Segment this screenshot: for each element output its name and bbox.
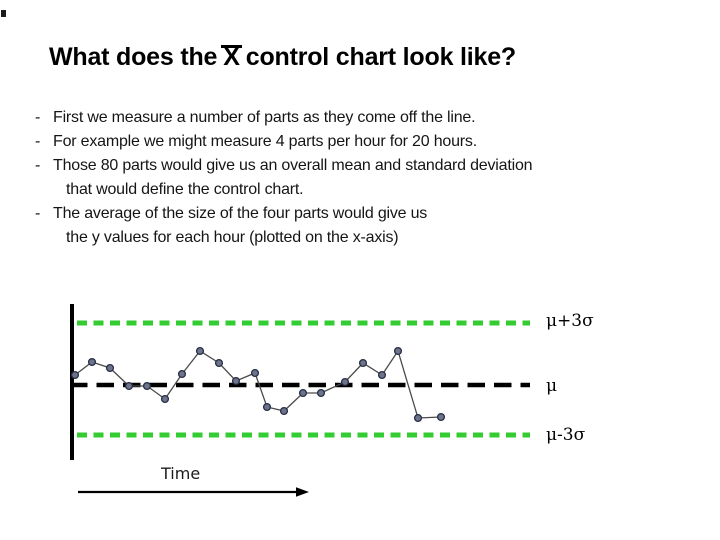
upper-control-limit-label: μ+3σ [546,311,594,331]
data-point-marker [393,346,403,356]
data-point-marker [105,363,115,373]
bullet-text: For example we might measure 4 parts per… [53,133,477,150]
data-point-marker [214,358,224,368]
bullet-line: - For example we might measure 4 parts pe… [35,130,680,154]
data-point-marker [142,381,152,391]
mean-label: μ [546,376,558,396]
bullet-dash-marker: - [35,157,41,174]
data-point-marker [87,357,97,367]
data-point-marker [413,413,423,423]
data-point-marker [377,370,387,380]
data-point-marker [195,346,205,356]
data-point-marker [70,370,80,380]
xbar-symbol: X [221,43,243,71]
data-point-marker [262,402,272,412]
bullet-dash-marker: - [35,109,41,126]
bullet-text: that would define the control chart. [66,181,304,198]
bullet-line: - The average of the size of the four par… [35,202,680,226]
bullet-text: the y values for each hour (plotted on t… [66,229,399,246]
artifact-mark [1,10,6,17]
data-point-marker [279,406,289,416]
bullet-list: - First we measure a number of parts as t… [35,106,680,250]
x-axis-label: Time [161,464,201,483]
bullet-line: the y values for each hour (plotted on t… [35,226,680,250]
bullet-dash-marker: - [35,205,41,222]
title-prefix: What does the [49,43,218,71]
lower-control-limit-label: μ-3σ [546,425,586,445]
data-point-marker [340,377,350,387]
data-point-marker [160,394,170,404]
bullet-text: The average of the size of the four part… [53,205,428,222]
time-axis-arrowhead [296,487,309,497]
data-point-marker [298,388,308,398]
data-point-marker [177,369,187,379]
data-point-marker [316,388,326,398]
data-point-marker [436,412,446,422]
title-suffix: control chart look like? [245,43,516,71]
data-point-marker [250,368,260,378]
bullet-dash-marker: - [35,133,41,150]
data-point-marker [124,381,134,391]
data-point-marker [358,358,368,368]
bullet-text: First we measure a number of parts as th… [53,109,476,126]
data-point-marker [231,376,241,386]
bullet-line: - Those 80 parts would give us an overall… [35,154,680,178]
bullet-line: that would define the control chart. [35,178,680,202]
bullet-line: - First we measure a number of parts as t… [35,106,680,130]
bullet-text: Those 80 parts would give us an overall … [53,157,533,174]
